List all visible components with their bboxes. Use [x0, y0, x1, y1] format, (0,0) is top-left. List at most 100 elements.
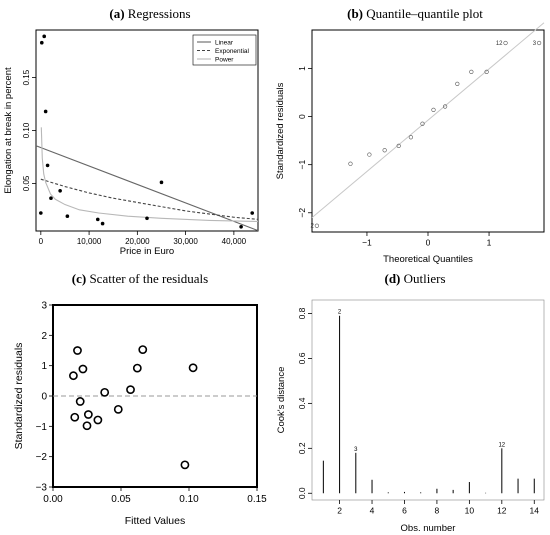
x-tick-label: 30,000	[173, 237, 198, 246]
x-tick-label: 0.15	[247, 494, 267, 505]
y-tick-label: 0.10	[22, 122, 31, 138]
panel-title-text: Quantile–quantile plot	[366, 6, 483, 21]
residual-point	[82, 421, 92, 431]
y-tick-label: 3	[41, 301, 47, 312]
legend-entry: Exponential	[215, 48, 250, 55]
y-tick-label: 0.6	[297, 352, 307, 364]
series-line-linear	[35, 145, 259, 232]
data-point	[95, 217, 100, 222]
residual-point	[93, 415, 103, 425]
data-point	[239, 224, 243, 229]
data-point	[39, 40, 44, 45]
y-tick-label: 1	[41, 361, 47, 372]
y-tick-label: 0	[297, 114, 307, 119]
legend-entry: Linear	[215, 40, 234, 47]
panel-outliers: (d) Outliers 2 4 6 8 10 12 14 0.0 0.2 0.4 0.6 0.8 Obs…	[276, 271, 545, 534]
x-tick-label: −1	[362, 238, 372, 248]
x-tick-label: 0	[39, 237, 44, 246]
data-point	[159, 180, 164, 185]
x-axis-label: Obs. number	[401, 523, 456, 534]
x-tick-label: 20,000	[125, 237, 150, 246]
x-tick-label: 4	[370, 506, 375, 516]
y-axis-label: Cook's distance	[276, 367, 287, 434]
panel-title: (b) Quantile–quantile plot	[347, 6, 483, 21]
reference-line	[311, 22, 545, 218]
y-tick-label: 0.4	[297, 397, 307, 409]
bar-label: 2	[338, 310, 342, 316]
residual-point	[113, 404, 123, 414]
plot-frame	[52, 304, 258, 488]
residual-point	[180, 460, 190, 470]
residual-point	[78, 364, 88, 374]
series-line-power	[40, 127, 259, 223]
y-tick-label: 0.2	[297, 442, 307, 454]
data-point	[100, 221, 105, 226]
data-point	[65, 214, 70, 218]
qq-point	[408, 135, 414, 140]
qq-point	[367, 152, 372, 157]
qq-point	[396, 143, 401, 149]
qq-point	[314, 223, 319, 228]
data-point	[43, 109, 48, 114]
x-axis-label: Price in Euro	[120, 246, 174, 257]
series-line-exponential	[40, 178, 259, 220]
y-tick-label: 0.0	[297, 487, 307, 499]
panel-qq-plot: (b) Quantile–quantile plot −1 0 1 −2 −1 0 1 Theo…	[275, 6, 545, 265]
bar-label: 3	[354, 447, 358, 453]
x-tick-label: 2	[337, 506, 342, 516]
y-axis-label: Elongation at break in percent	[3, 67, 14, 194]
y-tick-label: 2	[41, 331, 47, 342]
residual-point	[138, 345, 148, 354]
legend-box	[192, 34, 257, 66]
data-point	[49, 196, 53, 201]
data-point	[39, 211, 43, 215]
residual-point	[83, 410, 93, 419]
panel-label: (b)	[347, 6, 366, 21]
y-axis-label: Standardized residuals	[275, 82, 286, 179]
legend-entry: Power	[215, 57, 234, 64]
y-tick-label: −2	[297, 208, 307, 218]
residual-point	[188, 363, 198, 373]
point-label: 12	[496, 41, 503, 47]
plot-frame	[311, 299, 545, 501]
x-axis-label: Theoretical Quantiles	[383, 254, 473, 265]
qq-point	[469, 69, 474, 74]
x-tick-label: 6	[402, 506, 407, 516]
data-point	[58, 189, 62, 193]
qq-point	[503, 40, 508, 46]
x-tick-label: 12	[497, 506, 507, 516]
qq-point	[455, 81, 460, 86]
y-tick-label: −1	[36, 422, 48, 433]
residual-point	[75, 397, 85, 406]
x-tick-label: 10	[465, 506, 475, 516]
residual-point	[132, 363, 142, 373]
data-point	[250, 211, 255, 215]
qq-point	[484, 69, 489, 74]
y-tick-label: −1	[297, 160, 307, 170]
panel-title: (d) Outliers	[384, 271, 445, 286]
y-tick-label: −3	[36, 483, 48, 494]
data-point	[145, 216, 149, 221]
x-tick-label: 0.00	[43, 494, 63, 505]
x-axis-label: Fitted Values	[125, 515, 186, 527]
residual-point	[73, 346, 82, 355]
x-tick-label: 8	[435, 506, 440, 516]
panel-title-text: Scatter of the residuals	[89, 271, 208, 286]
plot-frame	[311, 29, 545, 233]
qq-point	[537, 40, 542, 46]
panel-regressions: (a) Regressions 0 10,000 20,000 30,000 40,000…	[3, 6, 259, 257]
x-tick-label: 1	[487, 238, 492, 248]
qq-point	[442, 104, 448, 109]
x-tick-label: 0	[426, 238, 431, 248]
panel-residual-scatter: (c) Scatter of the residuals 0.00 0.05 0.10…	[13, 271, 267, 527]
x-tick-label: 40,000	[222, 237, 247, 246]
qq-point	[431, 107, 436, 112]
panel-title-text: Regressions	[128, 6, 191, 21]
x-tick-label: 0.10	[179, 494, 199, 505]
y-tick-label: 0	[41, 392, 47, 403]
point-label: 2	[311, 224, 315, 230]
x-tick-label: 10,000	[77, 237, 102, 246]
panel-title: (c) Scatter of the residuals	[72, 271, 208, 286]
y-tick-label: 0.05	[22, 175, 31, 191]
